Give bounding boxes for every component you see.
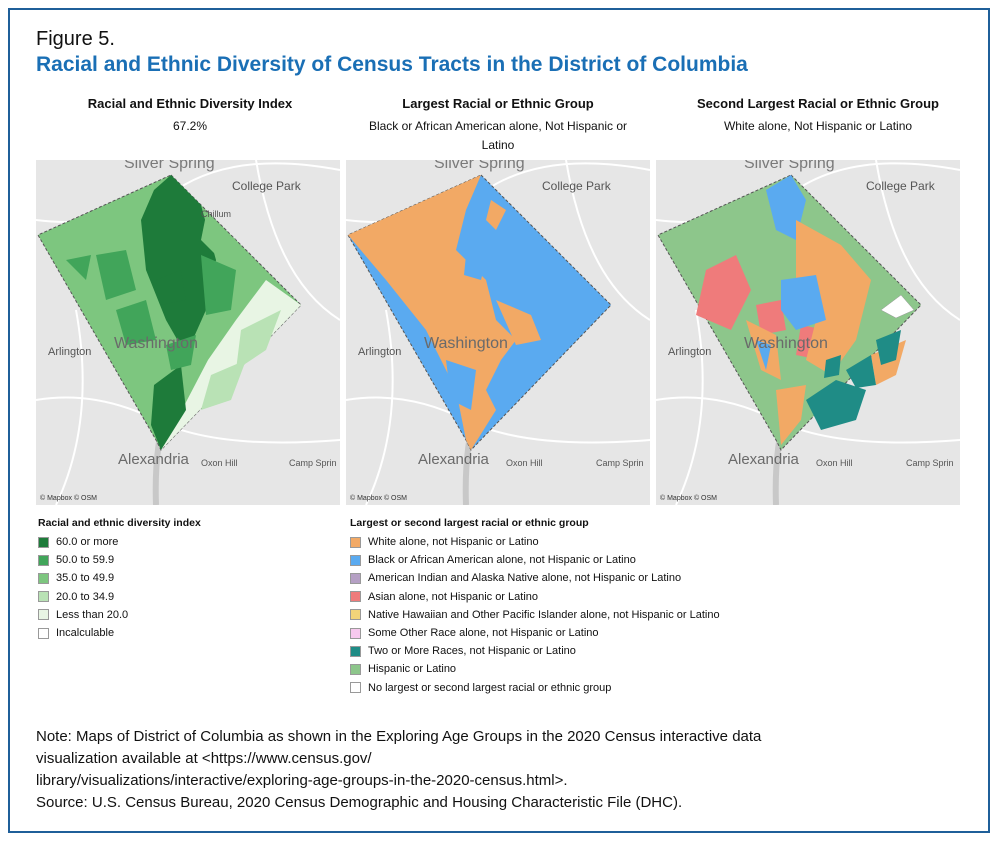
map-label-college-park: College Park — [542, 179, 612, 193]
map-label-oxon-hill: Oxon Hill — [816, 458, 853, 468]
legend-item: Incalculable — [38, 624, 201, 642]
legend-swatch — [350, 609, 361, 621]
legend-label: Some Other Race alone, not Hispanic or L… — [368, 627, 599, 640]
note-line: Note: Maps of District of Columbia as sh… — [36, 728, 762, 745]
legend-item: Hispanic or Latino — [350, 660, 720, 678]
legend-swatch — [38, 609, 49, 621]
legend-swatch — [350, 663, 361, 675]
map-label-washington: Washington — [744, 335, 828, 352]
map-label-oxon-hill: Oxon Hill — [506, 458, 543, 468]
map-label-college-park: College Park — [232, 179, 302, 193]
map-label-arlington: Arlington — [358, 346, 401, 358]
panel-heading: Racial and Ethnic Diversity Index — [87, 96, 293, 111]
map-label-alexandria: Alexandria — [728, 451, 800, 468]
legend-label: Black or African American alone, not His… — [368, 554, 636, 567]
map-attribution: © Mapbox © OSM — [660, 494, 717, 502]
note-line: visualization available at <https://www.… — [36, 750, 372, 767]
map-label-alexandria: Alexandria — [418, 451, 490, 468]
legend-label: No largest or second largest racial or e… — [368, 681, 612, 694]
map-attribution: © Mapbox © OSM — [40, 494, 97, 502]
legend-title: Racial and ethnic diversity index — [38, 517, 201, 529]
map-second-largest-group[interactable]: Silver Spring College Park Arlington Was… — [656, 160, 960, 505]
legend-swatch — [38, 627, 49, 639]
legend-item: Black or African American alone, not His… — [350, 551, 720, 569]
panel-value: 67.2% — [172, 119, 208, 133]
legend-item: Native Hawaiian and Other Pacific Island… — [350, 606, 720, 624]
legend-label: 50.0 to 59.9 — [56, 554, 115, 567]
map-label-camp-springs: Camp Sprin — [906, 458, 954, 468]
legend-racial-ethnic-groups: Largest or second largest racial or ethn… — [350, 517, 720, 697]
map-largest-group[interactable]: Silver Spring College Park Arlington Was… — [346, 160, 650, 505]
map-label-oxon-hill: Oxon Hill — [201, 458, 238, 468]
map-attribution: © Mapbox © OSM — [350, 494, 407, 502]
legend-label: American Indian and Alaska Native alone,… — [368, 572, 682, 585]
legend-label: Incalculable — [56, 627, 115, 640]
map-label-washington: Washington — [114, 335, 198, 352]
legend-item: White alone, not Hispanic or Latino — [350, 533, 720, 551]
legend-item: 35.0 to 49.9 — [38, 569, 201, 587]
legend-item: 60.0 or more — [38, 533, 201, 551]
figure-notes: Note: Maps of District of Columbia as sh… — [36, 726, 966, 814]
legend-swatch — [350, 627, 361, 639]
legend-swatch — [38, 536, 49, 548]
panel-heading: Largest Racial or Ethnic Group — [402, 96, 594, 111]
panel-value: White alone, Not Hispanic or Latino — [723, 119, 913, 133]
panel-largest-heading: Largest Racial or Ethnic Group Black or … — [348, 96, 648, 155]
map-label-silver-spring: Silver Spring — [124, 160, 215, 172]
map-label-camp-springs: Camp Sprin — [596, 458, 644, 468]
panel-diversity-heading: Racial and Ethnic Diversity Index 67.2% — [40, 96, 340, 136]
map-label-silver-spring: Silver Spring — [744, 160, 835, 172]
legend-item: Asian alone, not Hispanic or Latino — [350, 588, 720, 606]
figure-label: Figure 5. — [36, 28, 115, 50]
legend-item: Some Other Race alone, not Hispanic or L… — [350, 624, 720, 642]
map-label-chillum: Chillum — [201, 209, 231, 219]
note-url-line: library/visualizations/interactive/explo… — [36, 772, 568, 789]
panel-second-heading: Second Largest Racial or Ethnic Group Wh… — [668, 96, 968, 136]
legend-label: White alone, not Hispanic or Latino — [368, 536, 539, 549]
legend-swatch — [350, 554, 361, 566]
panel-value: Black or African American alone, Not His… — [368, 119, 628, 152]
map-label-arlington: Arlington — [48, 346, 91, 358]
legend-swatch — [350, 645, 361, 657]
source-line: Source: U.S. Census Bureau, 2020 Census … — [36, 794, 683, 811]
legend-label: 35.0 to 49.9 — [56, 572, 115, 585]
panel-heading: Second Largest Racial or Ethnic Group — [697, 96, 939, 111]
legend-swatch — [350, 572, 361, 584]
legend-label: Native Hawaiian and Other Pacific Island… — [368, 608, 720, 621]
legend-label: 20.0 to 34.9 — [56, 590, 115, 603]
legend-swatch — [38, 554, 49, 566]
legend-swatch — [350, 591, 361, 603]
legend-label: Less than 20.0 — [56, 608, 129, 621]
map-label-camp-springs: Camp Sprin — [289, 458, 337, 468]
legend-label: Hispanic or Latino — [368, 663, 457, 676]
legend-item: American Indian and Alaska Native alone,… — [350, 569, 720, 587]
legend-swatch — [350, 682, 361, 694]
legend-item: Two or More Races, not Hispanic or Latin… — [350, 642, 720, 660]
legend-label: 60.0 or more — [56, 536, 119, 549]
legend-swatch — [350, 536, 361, 548]
map-label-alexandria: Alexandria — [118, 451, 190, 468]
figure-title: Racial and Ethnic Diversity of Census Tr… — [36, 53, 748, 76]
map-label-washington: Washington — [424, 335, 508, 352]
map-label-arlington: Arlington — [668, 346, 711, 358]
legend-diversity-index: Racial and ethnic diversity index 60.0 o… — [38, 517, 201, 642]
legend-swatch — [38, 591, 49, 603]
legend-item: 20.0 to 34.9 — [38, 588, 201, 606]
figure-frame — [8, 8, 990, 833]
map-label-silver-spring: Silver Spring — [434, 160, 525, 172]
legend-label: Two or More Races, not Hispanic or Latin… — [368, 645, 576, 658]
legend-item: 50.0 to 59.9 — [38, 551, 201, 569]
map-diversity-index[interactable]: Silver Spring College Park Chillum Arlin… — [36, 160, 340, 505]
legend-item: No largest or second largest racial or e… — [350, 679, 720, 697]
legend-swatch — [38, 572, 49, 584]
legend-item: Less than 20.0 — [38, 606, 201, 624]
legend-title: Largest or second largest racial or ethn… — [350, 517, 589, 529]
map-label-college-park: College Park — [866, 179, 936, 193]
legend-label: Asian alone, not Hispanic or Latino — [368, 590, 538, 603]
